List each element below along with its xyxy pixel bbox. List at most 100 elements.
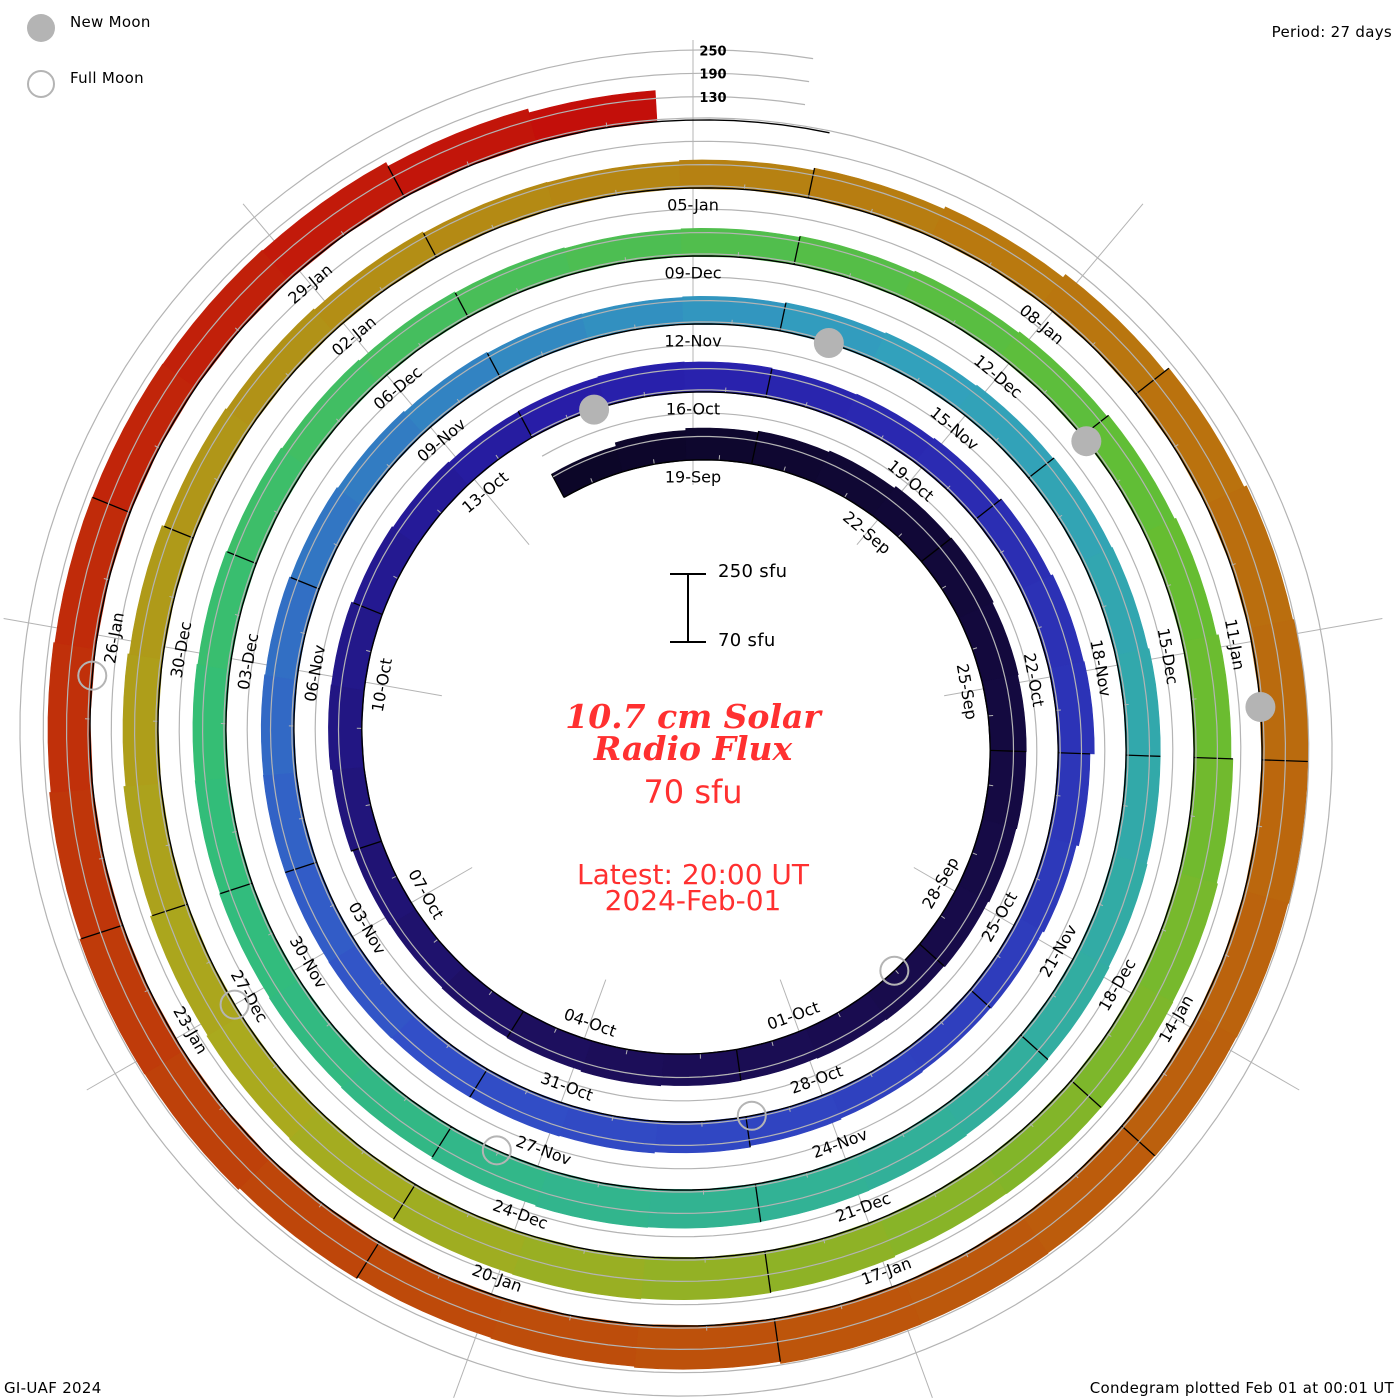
flux-bar — [830, 1048, 923, 1119]
flux-bar — [685, 427, 759, 465]
day-tick — [285, 372, 290, 378]
flux-bar — [262, 162, 405, 281]
flux-bar — [337, 410, 424, 506]
scale-bar-bottom-label: 70 sfu — [718, 630, 776, 651]
day-tick — [894, 969, 899, 974]
bar-separator — [1135, 367, 1170, 395]
day-tick — [597, 1182, 600, 1188]
full-moon-legend-label: Full Moon — [70, 69, 144, 87]
bar-separator — [745, 1116, 751, 1148]
day-tick — [391, 875, 397, 879]
day-tick — [940, 915, 946, 919]
flux-bar — [679, 159, 815, 199]
radial-grid-line — [856, 203, 1144, 545]
flux-bar — [1205, 485, 1294, 629]
flux-bar — [1028, 457, 1113, 562]
bar-separator — [164, 525, 194, 539]
day-tick — [583, 1248, 586, 1254]
day-tick — [771, 1040, 774, 1047]
day-tick — [466, 161, 470, 167]
bar-separator — [152, 903, 188, 917]
flux-bar — [391, 1014, 488, 1098]
flux-bar — [914, 437, 1000, 521]
flux-bar — [751, 430, 830, 483]
bar-separator — [350, 840, 382, 852]
bar-separator — [1070, 1080, 1102, 1108]
day-tick — [491, 224, 495, 230]
day-tick — [365, 804, 371, 807]
bar-separator — [751, 431, 760, 465]
bar-separator — [220, 882, 253, 895]
full-moon-legend-icon — [27, 70, 55, 98]
date-label: 18-Nov — [1086, 638, 1115, 698]
flux-bar — [441, 966, 524, 1038]
day-tick — [590, 478, 594, 484]
day-tick — [169, 595, 175, 599]
day-tick — [840, 1304, 843, 1310]
day-tick — [495, 454, 500, 460]
day-tick — [972, 647, 978, 650]
flux-bar — [356, 1241, 505, 1338]
flux-bar — [129, 525, 194, 660]
bar-separator — [81, 924, 123, 940]
bar-separator — [227, 551, 257, 565]
bar-separator — [764, 1251, 772, 1293]
flux-bar — [535, 1169, 652, 1228]
new-moon-marker — [1071, 426, 1102, 457]
day-tick — [437, 509, 442, 514]
date-label: 16-Oct — [666, 400, 720, 419]
flux-bar — [92, 363, 197, 513]
period-label: Period: 27 days — [1271, 23, 1392, 41]
bar-separator — [1121, 1125, 1156, 1157]
day-tick — [783, 466, 786, 472]
day-tick — [1166, 584, 1172, 587]
bar-separator — [920, 537, 952, 563]
day-tick — [1230, 563, 1236, 566]
flux-bar — [647, 1183, 762, 1229]
flux-bar — [872, 332, 977, 410]
flux-bar — [559, 1104, 658, 1154]
flux-bar — [328, 944, 416, 1039]
flux-bar — [901, 270, 1020, 357]
flux-bar — [47, 642, 96, 793]
level-label: 190 — [699, 68, 726, 83]
bar-separator — [551, 473, 565, 498]
flux-bar — [580, 1040, 665, 1087]
flux-bar — [1121, 1015, 1237, 1157]
day-tick — [844, 492, 848, 498]
day-tick — [361, 1149, 366, 1155]
bar-separator — [1028, 457, 1055, 479]
new-moon-marker — [813, 328, 844, 359]
day-tick — [214, 477, 220, 482]
bar-separator — [393, 1184, 416, 1220]
bar-separator — [773, 1318, 781, 1362]
bar-separator — [506, 1011, 524, 1038]
flux-bar — [290, 487, 363, 590]
day-tick — [653, 459, 655, 465]
flux-bar — [546, 161, 681, 210]
flux-bar — [54, 496, 131, 650]
flux-bar — [773, 1281, 922, 1364]
bar-separator — [290, 576, 320, 590]
flux-bar — [162, 249, 290, 388]
day-tick — [941, 585, 947, 590]
day-tick — [965, 1252, 969, 1258]
plotted-timestamp: Condegram plotted Feb 01 at 00:01 UT — [1089, 1379, 1394, 1397]
flux-bar — [634, 1318, 781, 1370]
day-tick — [1091, 342, 1096, 347]
bar-separator — [517, 411, 533, 438]
day-tick — [488, 990, 493, 996]
bar-separator — [969, 989, 991, 1009]
date-label: 30-Dec — [167, 620, 196, 680]
day-tick — [569, 1315, 572, 1321]
flux-bar — [528, 90, 658, 144]
bar-separator — [431, 1126, 452, 1158]
flux-bar — [281, 359, 379, 467]
flux-bar — [1196, 890, 1289, 1038]
flux-bar — [423, 181, 555, 258]
flux-bar — [1041, 274, 1166, 395]
latest-time: Latest: 20:00 UT — [576, 858, 810, 891]
baseline-spiral — [89, 119, 1263, 1327]
bar-separator — [1194, 756, 1233, 760]
